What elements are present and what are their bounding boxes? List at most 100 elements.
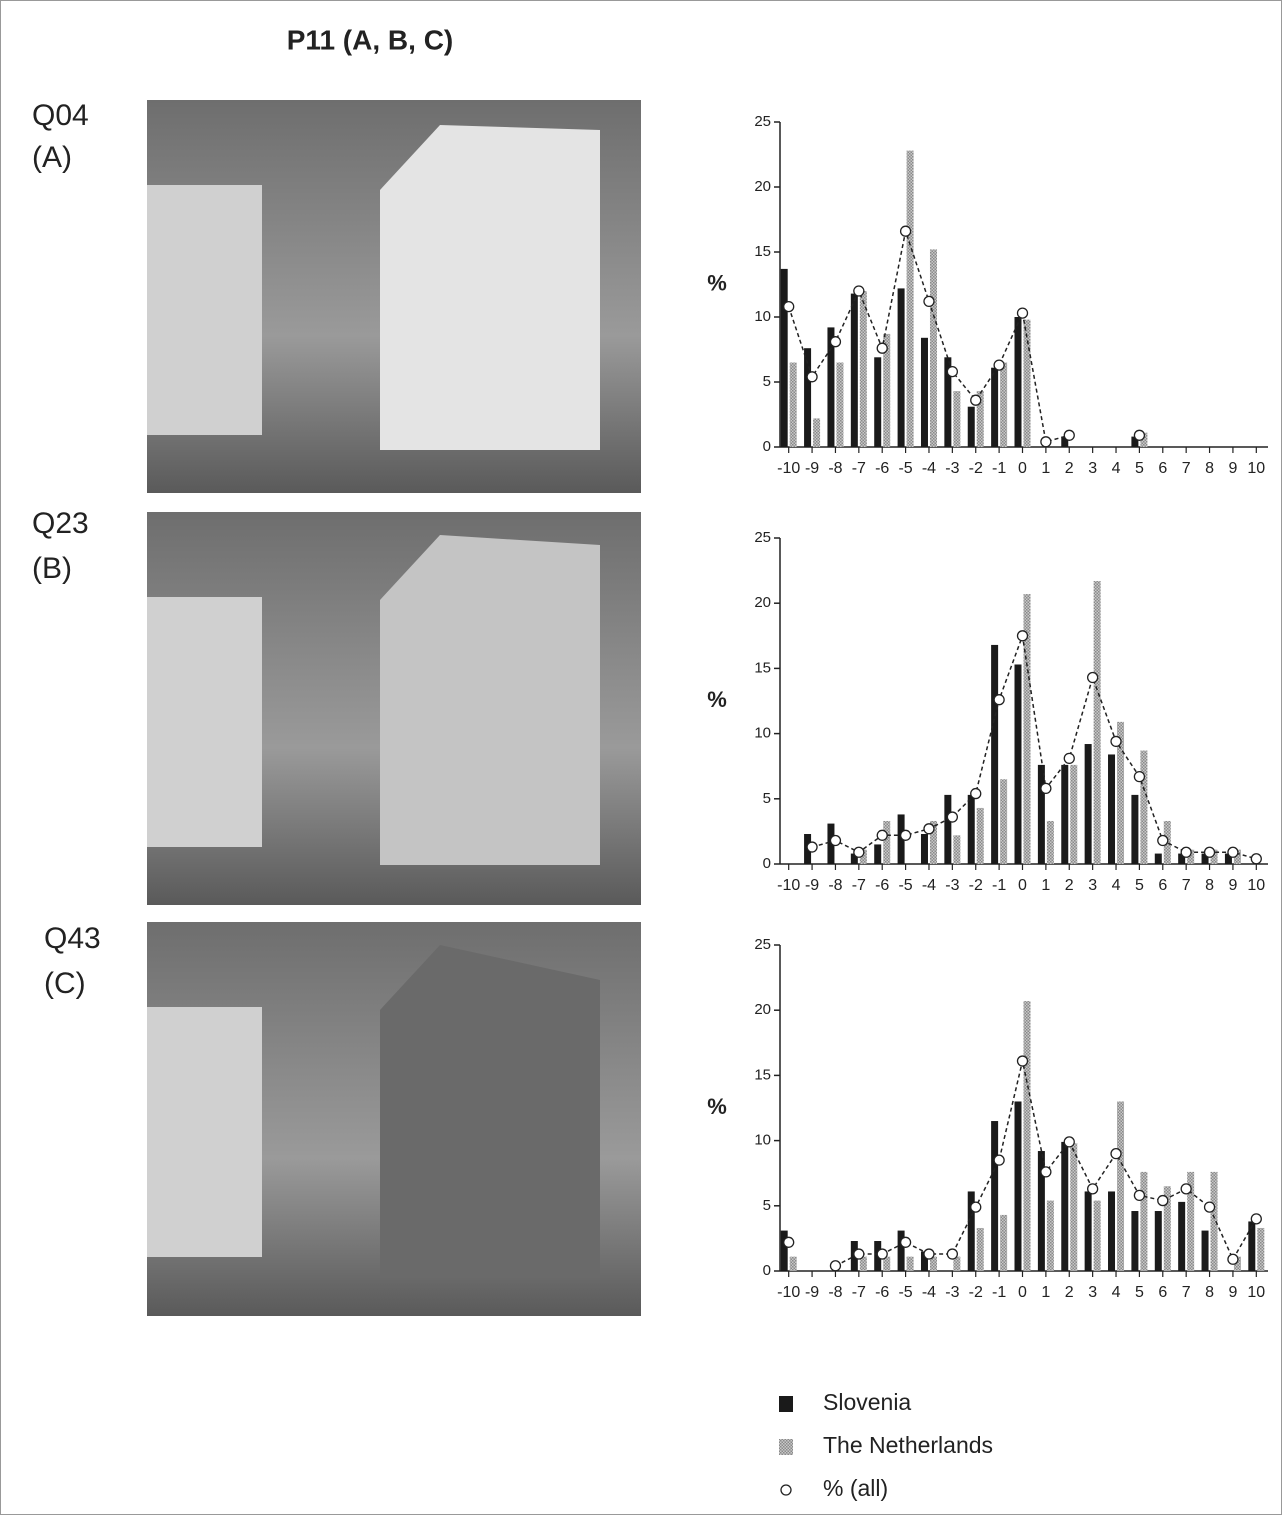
- x-tick-label: -5: [898, 877, 912, 894]
- x-tick-label: -8: [828, 460, 842, 477]
- bar: [1140, 432, 1148, 447]
- bar: [780, 1230, 788, 1271]
- y-tick-label: 10: [754, 308, 771, 325]
- bar: [1117, 1101, 1125, 1271]
- bar: [976, 1227, 984, 1271]
- point: [1227, 846, 1239, 858]
- x-tick-label: -3: [945, 1284, 959, 1301]
- bar: [1210, 849, 1218, 864]
- x-tick-label: 7: [1182, 877, 1191, 894]
- bar: [953, 835, 961, 864]
- bar: [897, 814, 905, 864]
- bar: [1210, 1171, 1218, 1271]
- panel-label: (B): [32, 552, 72, 585]
- point: [923, 1248, 935, 1260]
- x-tick-label: 9: [1228, 877, 1237, 894]
- y-tick-label: 10: [754, 725, 771, 742]
- bar: [991, 644, 999, 864]
- bar: [1140, 750, 1148, 864]
- x-tick-label: 7: [1182, 460, 1191, 477]
- x-tick-label: 1: [1041, 460, 1050, 477]
- x-tick-label: 6: [1158, 1284, 1167, 1301]
- point: [806, 841, 818, 853]
- x-tick-label: -2: [969, 1284, 983, 1301]
- x-tick-label: 1: [1041, 1284, 1050, 1301]
- point: [899, 829, 912, 841]
- bar: [827, 327, 835, 447]
- x-tick-label: 9: [1228, 1284, 1237, 1301]
- point: [829, 834, 842, 847]
- bar: [874, 844, 882, 864]
- bar: [1037, 764, 1045, 864]
- x-tick-label: -10: [777, 877, 800, 894]
- point: [1063, 429, 1075, 441]
- x-tick-label: -8: [828, 877, 842, 894]
- x-tick-label: -7: [852, 1284, 866, 1301]
- bar: [1117, 721, 1125, 864]
- x-tick-label: -9: [805, 460, 819, 477]
- point: [1086, 1183, 1099, 1195]
- bar: [1178, 853, 1186, 864]
- point: [1133, 1189, 1146, 1202]
- bar: [1257, 1227, 1265, 1271]
- point: [876, 829, 888, 841]
- x-tick-label: -4: [922, 877, 936, 894]
- x-tick-label: -3: [945, 877, 959, 894]
- panel-sublabel: (A): [32, 141, 72, 174]
- bar: [1187, 1171, 1195, 1271]
- bar: [967, 794, 975, 864]
- bar: [859, 291, 867, 447]
- x-tick-label: 10: [1247, 1284, 1265, 1301]
- point: [1250, 853, 1262, 865]
- point: [899, 1236, 912, 1248]
- x-tick-label: 8: [1205, 460, 1214, 477]
- legend-label: The Netherlands: [823, 1432, 993, 1458]
- point: [993, 359, 1005, 371]
- x-tick-label: -1: [992, 877, 1006, 894]
- bar: [1037, 1151, 1045, 1271]
- bar: [929, 249, 937, 447]
- point: [806, 371, 818, 383]
- point: [946, 365, 959, 378]
- point: [1016, 307, 1029, 319]
- point: [923, 295, 935, 308]
- x-tick-label: -10: [777, 1284, 800, 1301]
- point: [923, 823, 935, 835]
- x-tick-label: -4: [922, 1284, 936, 1301]
- bar: [1061, 436, 1069, 447]
- photo-b: [147, 512, 641, 905]
- bar: [1084, 1191, 1092, 1271]
- bar: [1023, 319, 1031, 447]
- bar: [1014, 1101, 1022, 1271]
- y-tick-label: 20: [754, 178, 771, 195]
- point: [829, 1260, 842, 1272]
- bar: [1201, 1230, 1209, 1271]
- bar: [1023, 594, 1031, 864]
- point: [970, 1201, 982, 1213]
- x-tick-label: 2: [1065, 877, 1074, 894]
- y-axis-label: %: [707, 270, 727, 295]
- x-tick-label: -3: [945, 460, 959, 477]
- x-tick-label: 5: [1135, 460, 1144, 477]
- bar: [944, 357, 952, 447]
- point: [970, 787, 982, 800]
- figure-title: P11 (A, B, C): [287, 24, 453, 55]
- y-tick-label: 25: [754, 113, 771, 130]
- bar: [1131, 794, 1139, 864]
- y-tick-label: 0: [763, 855, 771, 872]
- bar: [1000, 1214, 1008, 1271]
- x-tick-label: 2: [1065, 1284, 1074, 1301]
- panel-label: Q23: [32, 507, 89, 540]
- x-tick-label: 9: [1228, 460, 1237, 477]
- x-tick-label: 6: [1158, 460, 1167, 477]
- bar: [780, 268, 788, 447]
- point: [946, 1248, 959, 1260]
- x-tick-label: 10: [1247, 877, 1265, 894]
- bar: [813, 418, 821, 447]
- y-axis-label: %: [707, 687, 727, 712]
- bar: [1224, 853, 1232, 864]
- x-tick-label: 4: [1112, 877, 1121, 894]
- bar: [874, 357, 882, 447]
- bar: [897, 288, 905, 447]
